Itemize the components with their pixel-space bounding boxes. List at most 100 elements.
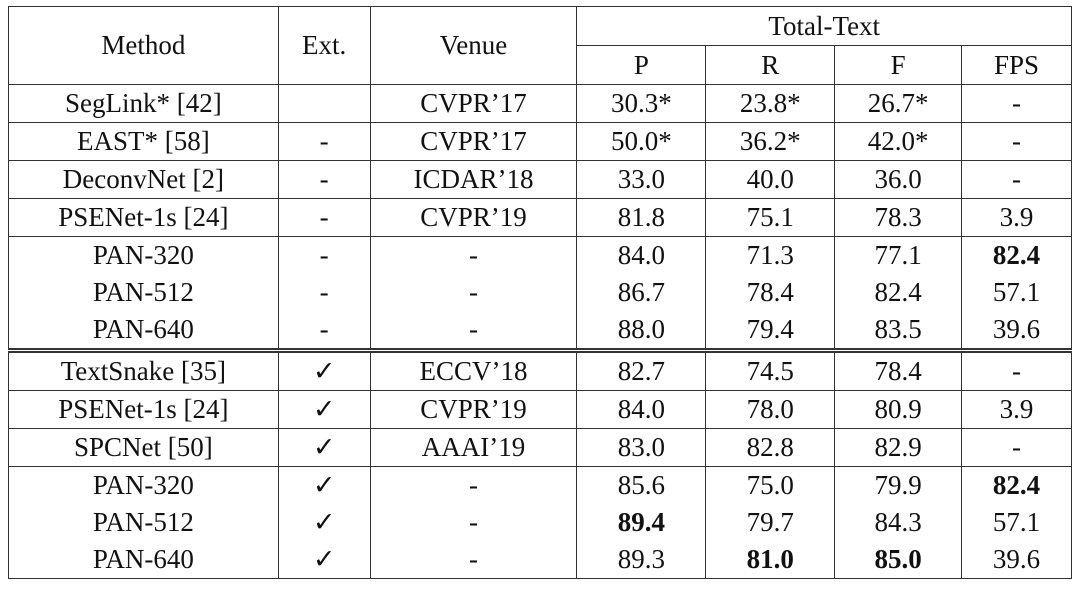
table-row: PSENet-1s [24] - CVPR’19 81.8 75.1 78.3 3.9: [8, 198, 1072, 237]
table-cell: 57.1: [961, 504, 1072, 541]
table-cell: 82.8: [705, 428, 836, 467]
table-cell: ✓: [277, 541, 371, 579]
cell-text: 89.4: [617, 507, 666, 537]
cell-text: 74.5: [746, 356, 794, 386]
table-cell: DeconvNet [2]: [8, 160, 279, 199]
cell-text: 39.6: [992, 314, 1041, 344]
table-cell: 82.4: [961, 466, 1072, 504]
table-cell: 74.5: [705, 348, 836, 391]
table-cell: 82.4: [834, 274, 963, 311]
cell-text: -: [1012, 88, 1022, 118]
cell-text: PAN-320: [92, 470, 194, 500]
cell-text: 40.0: [746, 164, 794, 194]
cell-text: 79.7: [746, 507, 794, 537]
table-cell: 50.0*: [576, 122, 707, 161]
cell-text: 84.3: [874, 507, 922, 537]
cell-text: 82.4: [992, 470, 1041, 500]
table-cell: 77.1: [834, 236, 963, 274]
table-cell: PAN-320: [8, 466, 279, 504]
table-cell: 3.9: [961, 390, 1072, 429]
cell-text: 3.9: [999, 202, 1034, 232]
cell-text: 86.7: [617, 277, 666, 307]
table-cell: -: [369, 236, 578, 274]
cell-text: -: [1012, 164, 1022, 194]
cell-text: -: [1012, 356, 1022, 386]
table-cell: [277, 84, 371, 123]
cell-text: 57.1: [992, 277, 1041, 307]
header-cell: Method: [8, 6, 279, 85]
cell-text: PSENet-1s [24]: [58, 394, 229, 424]
table-cell: 75.1: [705, 198, 836, 237]
cell-text: PAN-512: [92, 507, 194, 537]
table-cell: -: [277, 122, 371, 161]
cell-text: -: [319, 277, 329, 307]
cell-text: 78.3: [874, 202, 922, 232]
table-cell: PAN-512: [8, 274, 279, 311]
header-cell: Ext.: [277, 6, 371, 85]
cell-text: 50.0*: [611, 126, 672, 156]
table-cell: 85.6: [576, 466, 707, 504]
cell-text: ✓: [312, 356, 336, 386]
cell-text: -: [1012, 126, 1022, 156]
cell-text: 42.0*: [867, 126, 929, 156]
header-cell: FPS: [961, 45, 1072, 85]
table-cell: PAN-640: [8, 311, 279, 351]
table-cell: 84.0: [576, 236, 707, 274]
table-cell: 75.0: [705, 466, 836, 504]
cell-text: CVPR’19: [420, 394, 527, 424]
table-cell: 82.4: [961, 236, 1072, 274]
table-row: PAN-512 - - 86.7 78.4 82.4 57.1: [8, 274, 1072, 311]
cell-text: 71.3: [746, 240, 794, 270]
table-cell: PAN-640: [8, 541, 279, 579]
table-cell: 79.7: [705, 504, 836, 541]
cell-text: 83.5: [874, 314, 922, 344]
table-cell: -: [961, 84, 1072, 123]
cell-text: 83.0: [617, 432, 666, 462]
table-cell: -: [369, 466, 578, 504]
cell-text: 84.0: [617, 240, 666, 270]
table-cell: 3.9: [961, 198, 1072, 237]
table-cell: 78.3: [834, 198, 963, 237]
cell-text: -: [1012, 432, 1022, 462]
cell-text: -: [469, 507, 479, 537]
table-cell: PAN-320: [8, 236, 279, 274]
cell-text: SPCNet [50]: [73, 432, 213, 462]
cell-text: 36.2*: [739, 126, 801, 156]
cell-text: ✓: [312, 394, 336, 424]
cell-text: -: [319, 314, 329, 344]
cell-text: ✓: [312, 432, 336, 462]
cell-text: AAAI’19: [421, 432, 526, 462]
table-cell: 33.0: [576, 160, 707, 199]
table-cell: 85.0: [834, 541, 963, 579]
table-cell: -: [277, 160, 371, 199]
cell-text: 81.0: [746, 544, 794, 574]
cell-text: -: [469, 314, 479, 344]
cell-text: 79.9: [874, 470, 922, 500]
cell-text: 75.1: [746, 202, 794, 232]
table-row: SegLink* [42] CVPR’17 30.3* 23.8* 26.7* -: [8, 84, 1072, 123]
table-cell: -: [369, 504, 578, 541]
table-cell: 84.0: [576, 390, 707, 429]
cell-text: 81.8: [617, 202, 666, 232]
cell-text: 78.4: [874, 356, 922, 386]
table-cell: 83.5: [834, 311, 963, 351]
table-cell: 80.9: [834, 390, 963, 429]
table-cell: -: [277, 274, 371, 311]
table-cell: 78.4: [834, 348, 963, 391]
table-cell: 82.7: [576, 348, 707, 391]
cell-text: PSENet-1s [24]: [58, 202, 229, 232]
cell-text: 82.8: [746, 432, 794, 462]
cell-text: -: [319, 240, 329, 270]
table-cell: ✓: [277, 504, 371, 541]
cell-text: 77.1: [874, 240, 922, 270]
table-cell: 40.0: [705, 160, 836, 199]
table-cell: 71.3: [705, 236, 836, 274]
cell-text: TextSnake [35]: [60, 356, 227, 386]
cell-text: PAN-640: [92, 544, 194, 574]
cell-text: 75.0: [746, 470, 794, 500]
cell-text: -: [469, 277, 479, 307]
header-cell: P: [576, 45, 707, 85]
table-cell: 84.3: [834, 504, 963, 541]
table-cell: 36.0: [834, 160, 963, 199]
